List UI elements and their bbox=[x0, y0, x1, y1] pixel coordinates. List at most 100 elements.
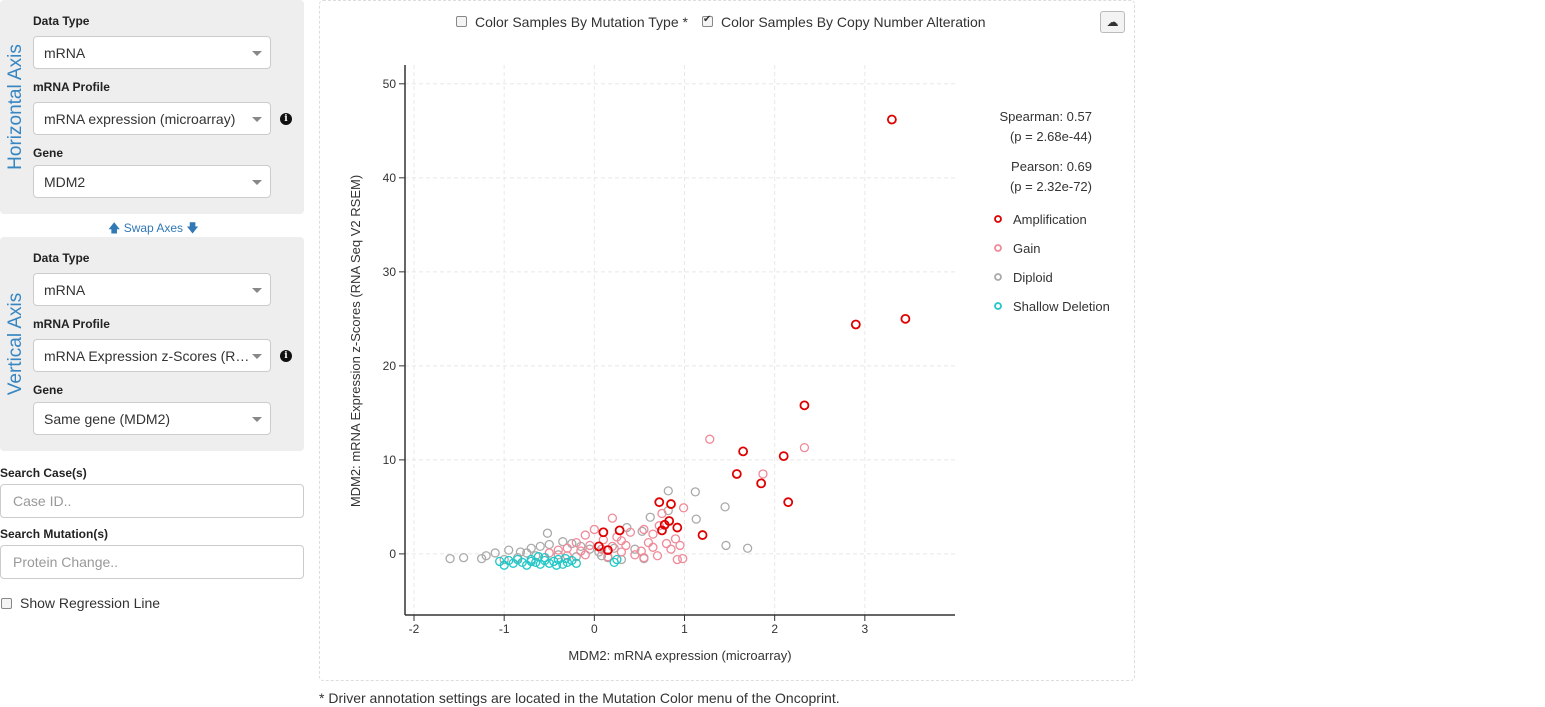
data-point bbox=[593, 541, 604, 552]
y-tick-label: 20 bbox=[383, 359, 397, 373]
data-point bbox=[553, 550, 563, 560]
color-by-mutation-checkbox[interactable] bbox=[456, 16, 467, 27]
data-point bbox=[551, 560, 562, 570]
data-point bbox=[666, 499, 676, 509]
data-point bbox=[609, 543, 619, 553]
data-point bbox=[598, 527, 609, 538]
data-point bbox=[562, 543, 572, 553]
data-point bbox=[756, 478, 767, 489]
data-point bbox=[571, 558, 581, 568]
legend-label: Shallow Deletion bbox=[1013, 299, 1110, 314]
data-point bbox=[490, 548, 500, 558]
legend-marker bbox=[994, 302, 1002, 310]
chevron-down-icon bbox=[252, 51, 262, 56]
data-point bbox=[499, 554, 509, 565]
regression-line-checkbox[interactable] bbox=[1, 598, 12, 609]
color-by-cna-label: Color Samples By Copy Number Alteration bbox=[721, 14, 986, 30]
data-point bbox=[607, 513, 618, 523]
data-point bbox=[643, 537, 654, 548]
v-gene-label: Gene bbox=[33, 383, 64, 397]
data-point bbox=[637, 526, 647, 536]
h-gene-label: Gene bbox=[33, 146, 64, 160]
data-point bbox=[580, 530, 590, 540]
x-tick-label: 1 bbox=[681, 622, 688, 636]
data-point bbox=[513, 554, 523, 565]
data-point bbox=[900, 313, 911, 324]
data-point bbox=[850, 319, 861, 330]
color-by-cna-checkbox[interactable] bbox=[702, 14, 713, 27]
chevron-down-icon bbox=[252, 354, 262, 359]
spearman-p: (p = 2.68e-44) bbox=[1010, 129, 1092, 144]
x-axis-label: MDM2: mRNA expression (microarray) bbox=[568, 648, 791, 663]
y-tick-label: 40 bbox=[383, 171, 397, 185]
data-point bbox=[616, 547, 627, 557]
h-profile-label: mRNA Profile bbox=[33, 80, 110, 94]
data-point bbox=[522, 548, 532, 558]
v-data-type-select[interactable]: mRNA bbox=[33, 273, 271, 306]
x-tick-label: -1 bbox=[499, 622, 510, 636]
data-point bbox=[663, 486, 673, 496]
plot-container bbox=[319, 0, 1135, 681]
search-mutations-input[interactable] bbox=[0, 545, 304, 579]
data-point bbox=[799, 442, 810, 453]
data-point bbox=[639, 524, 649, 535]
data-point bbox=[526, 556, 536, 567]
v-profile-label: mRNA Profile bbox=[33, 317, 110, 331]
data-point bbox=[596, 544, 607, 554]
y-tick-label: 0 bbox=[389, 547, 396, 561]
v-gene-select[interactable]: Same gene (MDM2) bbox=[33, 402, 271, 435]
search-cases-input[interactable] bbox=[0, 484, 304, 518]
search-mutations-label: Search Mutation(s) bbox=[0, 527, 109, 541]
data-point bbox=[659, 519, 670, 530]
swap-axes-label: Swap Axes bbox=[123, 221, 184, 235]
data-point bbox=[625, 527, 636, 537]
data-point bbox=[544, 539, 554, 550]
data-point bbox=[657, 508, 667, 519]
data-point bbox=[648, 542, 658, 552]
data-point bbox=[678, 553, 688, 564]
data-point bbox=[567, 555, 577, 566]
data-point bbox=[654, 497, 665, 508]
data-point bbox=[661, 538, 672, 549]
data-point bbox=[612, 554, 622, 565]
data-point bbox=[589, 524, 599, 535]
swap-axes-button[interactable]: 🡅 Swap Axes 🡇 bbox=[108, 219, 199, 240]
search-cases-label: Search Case(s) bbox=[0, 466, 87, 480]
h-data-type-select[interactable]: mRNA bbox=[33, 36, 271, 69]
data-point bbox=[645, 512, 655, 522]
data-point bbox=[630, 544, 640, 554]
v-data-type-label: Data Type bbox=[33, 251, 90, 265]
v-profile-select[interactable]: mRNA Expression z-Scores (RN... bbox=[33, 339, 271, 372]
legend-label: Gain bbox=[1013, 241, 1040, 256]
x-tick-label: 2 bbox=[771, 622, 778, 636]
pearson-p: (p = 2.32e-72) bbox=[1010, 179, 1092, 194]
data-point bbox=[783, 497, 794, 508]
arrow-up-icon: 🡅 bbox=[108, 221, 121, 235]
data-point bbox=[445, 553, 455, 564]
download-button[interactable]: ☁ bbox=[1100, 11, 1125, 33]
horizontal-axis-panel: Horizontal Axis Data Type mRNA mRNA Prof… bbox=[0, 0, 304, 214]
spearman-value: Spearman: 0.57 bbox=[999, 109, 1092, 124]
legend-marker bbox=[994, 273, 1002, 281]
h-gene-select[interactable]: MDM2 bbox=[33, 165, 271, 198]
data-point bbox=[652, 551, 663, 561]
h-profile-select[interactable]: mRNA expression (microarray) bbox=[33, 102, 271, 135]
data-point bbox=[585, 544, 595, 554]
grid-lines bbox=[405, 65, 955, 615]
info-circle-icon[interactable]: i bbox=[280, 350, 292, 362]
data-point bbox=[544, 548, 554, 558]
data-point bbox=[517, 557, 527, 568]
data-point bbox=[558, 537, 568, 547]
info-circle-icon[interactable]: i bbox=[280, 113, 292, 125]
data-point bbox=[738, 446, 749, 457]
y-tick-label: 50 bbox=[383, 77, 397, 91]
data-point bbox=[670, 534, 681, 544]
data-point bbox=[648, 529, 658, 539]
data-point bbox=[533, 552, 544, 562]
data-point bbox=[481, 551, 491, 561]
data-point bbox=[672, 554, 682, 565]
data-point bbox=[558, 559, 568, 569]
x-tick-label: 0 bbox=[591, 622, 598, 636]
regression-line-label: Show Regression Line bbox=[20, 595, 161, 611]
legend-marker bbox=[994, 215, 1002, 223]
